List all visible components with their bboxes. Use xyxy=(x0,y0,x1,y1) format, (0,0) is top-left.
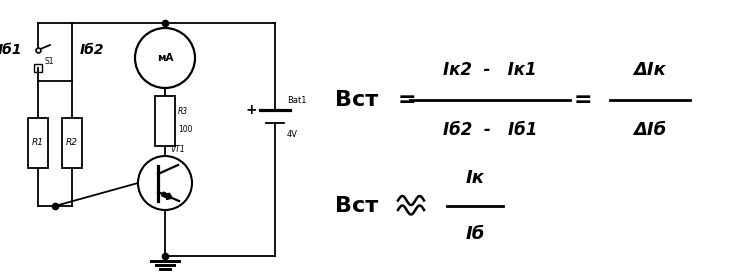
Text: 100: 100 xyxy=(178,125,193,135)
Circle shape xyxy=(138,156,192,210)
Text: ΔIб: ΔIб xyxy=(633,121,667,139)
Bar xyxy=(34,64,42,72)
Text: VT1: VT1 xyxy=(170,145,184,154)
Text: Iб2: Iб2 xyxy=(80,43,105,57)
Text: S1: S1 xyxy=(45,57,54,66)
Text: Iб1: Iб1 xyxy=(0,43,22,57)
Bar xyxy=(62,118,82,168)
Text: Iк: Iк xyxy=(466,169,485,187)
Text: =: = xyxy=(574,90,592,110)
Bar xyxy=(155,96,175,146)
Text: Iб: Iб xyxy=(466,225,485,243)
FancyArrow shape xyxy=(162,192,172,199)
Text: R3: R3 xyxy=(178,108,188,116)
Text: R2: R2 xyxy=(66,138,78,148)
Text: Вст: Вст xyxy=(335,196,378,216)
Text: Bat1: Bat1 xyxy=(287,96,307,105)
Text: =: = xyxy=(397,90,417,110)
Text: Iб2  -   Iб1: Iб2 - Iб1 xyxy=(443,121,537,139)
Text: мА: мА xyxy=(157,53,173,63)
Text: Iк2  -   Iк1: Iк2 - Iк1 xyxy=(443,61,537,79)
Text: 4V: 4V xyxy=(287,130,298,140)
Circle shape xyxy=(135,28,195,88)
Text: +: + xyxy=(245,103,257,117)
Text: Вст: Вст xyxy=(335,90,378,110)
Text: R1: R1 xyxy=(32,138,44,148)
Text: ΔIк: ΔIк xyxy=(634,61,666,79)
Bar xyxy=(28,118,48,168)
